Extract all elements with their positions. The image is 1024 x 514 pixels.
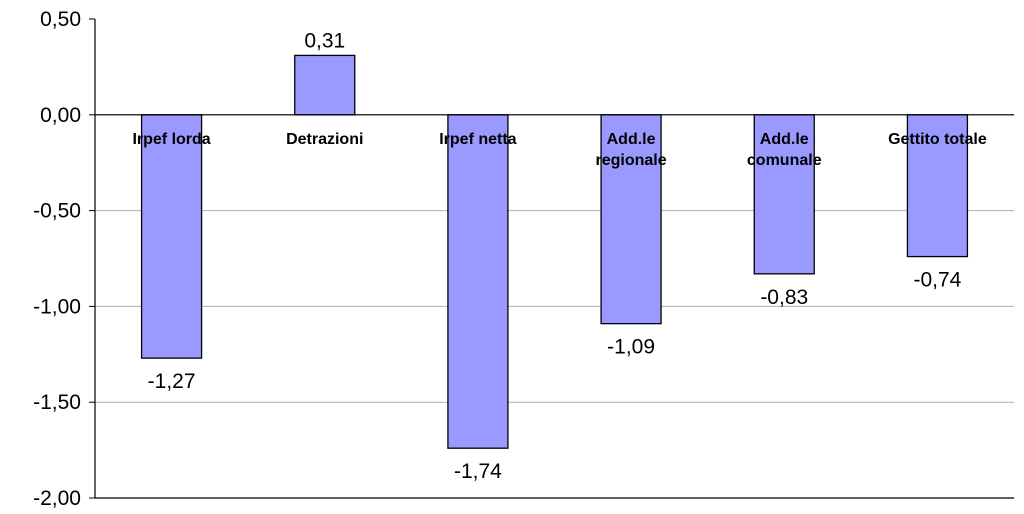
y-tick-label: 0,00 <box>40 104 81 127</box>
category-label-line: Irpef lorda <box>132 131 210 148</box>
bar <box>447 114 509 449</box>
category-label: Irpef netta <box>439 131 516 148</box>
category-labels: Irpef lorda Detrazioni Irpef netta Add.le re… <box>132 131 986 169</box>
category-label-line: regionale <box>596 152 667 169</box>
category-label-line: Gettito totale <box>888 131 987 148</box>
y-tick-label: -1,50 <box>33 391 81 414</box>
bar <box>753 114 815 275</box>
category-label: Add.le comunale <box>747 131 822 169</box>
data-label: -1,27 <box>148 370 196 393</box>
category-label: Detrazioni <box>286 131 363 148</box>
data-label: -0,83 <box>760 286 808 309</box>
category-label-line: Add.le <box>760 131 809 148</box>
category-label-line: Add.le <box>607 131 656 148</box>
gridlines <box>95 114 1014 403</box>
y-tick-label: -1,00 <box>33 295 81 318</box>
category-label: Irpef lorda <box>132 131 210 148</box>
category-label: Gettito totale <box>888 131 987 148</box>
data-label: -1,74 <box>454 460 502 483</box>
data-label: -0,74 <box>913 269 961 292</box>
data-label: -1,09 <box>607 336 655 359</box>
category-label-line: Irpef netta <box>439 131 516 148</box>
category-label: Add.le regionale <box>596 131 667 169</box>
bar <box>906 114 969 258</box>
y-tick-label: -0,50 <box>33 200 81 223</box>
y-tick-label: 0,50 <box>40 8 81 31</box>
data-labels: -1,27 0,31 -1,74 -1,09 -0,83 -0,74 <box>148 29 962 483</box>
bar <box>140 114 203 359</box>
data-label: 0,31 <box>304 29 345 52</box>
y-tick-labels: 0,50 0,00 -0,50 -1,00 -1,50 -2,00 <box>33 8 81 510</box>
bar <box>600 114 662 325</box>
y-tick-label: -2,00 <box>33 487 81 510</box>
category-label-line: Detrazioni <box>286 131 363 148</box>
bars <box>140 54 969 449</box>
bar <box>294 54 356 116</box>
axes <box>89 18 1014 499</box>
category-label-line: comunale <box>747 152 822 169</box>
